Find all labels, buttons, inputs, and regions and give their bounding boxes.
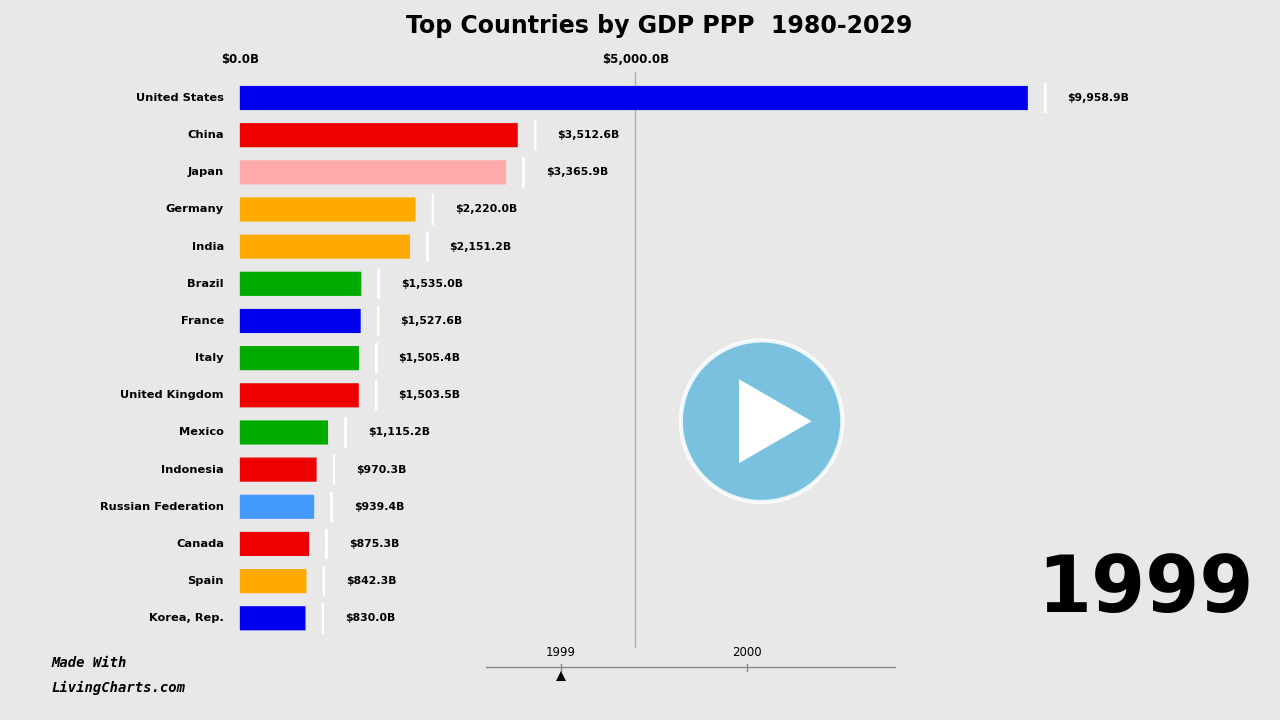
Text: Japan: Japan: [188, 167, 224, 177]
FancyBboxPatch shape: [239, 161, 506, 184]
Polygon shape: [739, 379, 812, 463]
Text: $1,503.5B: $1,503.5B: [398, 390, 461, 400]
FancyBboxPatch shape: [239, 569, 306, 593]
Text: India: India: [192, 242, 224, 252]
Text: 1999: 1999: [1037, 552, 1254, 629]
Text: $1,505.4B: $1,505.4B: [398, 353, 461, 363]
Text: Brazil: Brazil: [187, 279, 224, 289]
Text: Mexico: Mexico: [179, 428, 224, 438]
Text: LivingCharts.com: LivingCharts.com: [51, 680, 186, 695]
FancyBboxPatch shape: [239, 123, 518, 148]
Text: $9,958.9B: $9,958.9B: [1068, 93, 1129, 103]
Text: United Kingdom: United Kingdom: [120, 390, 224, 400]
FancyBboxPatch shape: [239, 457, 316, 482]
FancyBboxPatch shape: [239, 495, 314, 519]
Text: Italy: Italy: [196, 353, 224, 363]
Text: Korea, Rep.: Korea, Rep.: [150, 613, 224, 624]
Title: Top Countries by GDP PPP  1980-2029: Top Countries by GDP PPP 1980-2029: [406, 14, 913, 38]
Text: China: China: [187, 130, 224, 140]
FancyBboxPatch shape: [239, 235, 410, 258]
Text: 1999: 1999: [545, 647, 576, 660]
FancyBboxPatch shape: [239, 532, 308, 556]
Text: $2,151.2B: $2,151.2B: [449, 242, 512, 252]
Text: $1,527.6B: $1,527.6B: [401, 316, 462, 326]
Text: $3,365.9B: $3,365.9B: [545, 167, 608, 177]
Text: $1,115.2B: $1,115.2B: [367, 428, 430, 438]
Text: France: France: [180, 316, 224, 326]
Text: $842.3B: $842.3B: [346, 576, 397, 586]
Text: Russian Federation: Russian Federation: [100, 502, 224, 512]
Text: 2000: 2000: [732, 647, 762, 660]
Text: Indonesia: Indonesia: [161, 464, 224, 474]
Polygon shape: [681, 341, 842, 502]
FancyBboxPatch shape: [239, 86, 1028, 110]
Text: $875.3B: $875.3B: [348, 539, 399, 549]
Text: $939.4B: $939.4B: [353, 502, 404, 512]
Text: Made With: Made With: [51, 656, 127, 670]
Text: Germany: Germany: [166, 204, 224, 215]
FancyBboxPatch shape: [239, 420, 328, 444]
FancyBboxPatch shape: [239, 197, 416, 222]
Text: $1,535.0B: $1,535.0B: [401, 279, 463, 289]
FancyBboxPatch shape: [239, 309, 361, 333]
Text: United States: United States: [136, 93, 224, 103]
Text: Canada: Canada: [177, 539, 224, 549]
FancyBboxPatch shape: [239, 383, 358, 408]
Text: $3,512.6B: $3,512.6B: [557, 130, 620, 140]
Text: $830.0B: $830.0B: [346, 613, 396, 624]
FancyBboxPatch shape: [239, 606, 306, 630]
Text: Spain: Spain: [187, 576, 224, 586]
Text: $970.3B: $970.3B: [356, 464, 407, 474]
FancyBboxPatch shape: [239, 346, 358, 370]
Text: $2,220.0B: $2,220.0B: [456, 204, 517, 215]
FancyBboxPatch shape: [239, 271, 361, 296]
